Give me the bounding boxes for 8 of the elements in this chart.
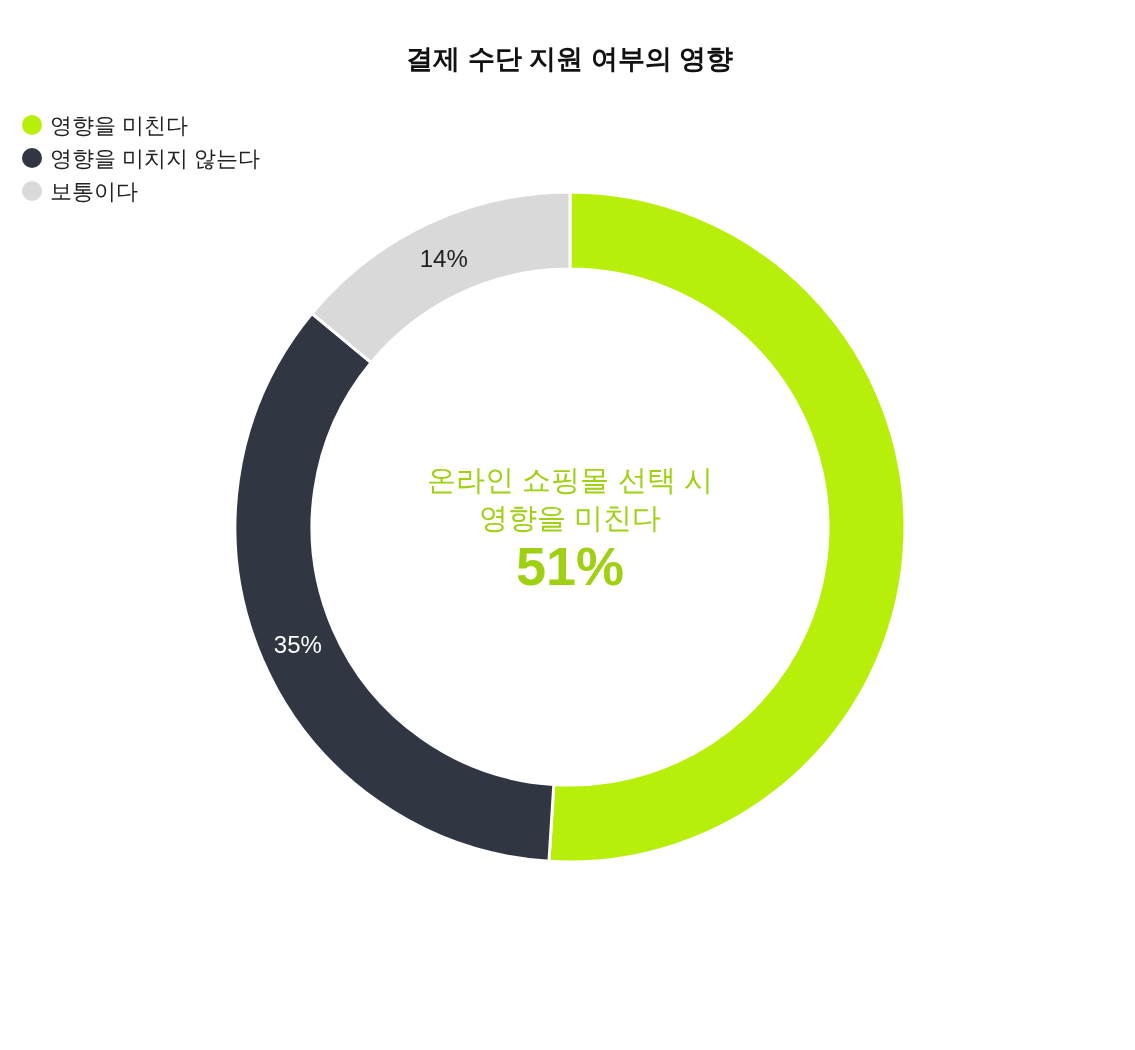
data-label: 35% — [273, 630, 322, 658]
data-label: 14% — [419, 244, 468, 272]
legend-label: 영향을 미치지 않는다 — [50, 146, 261, 171]
chart-title: 결제 수단 지원 여부의 영향 — [406, 44, 734, 74]
legend-label: 보통이다 — [50, 179, 138, 204]
legend-label: 영향을 미친다 — [50, 113, 189, 138]
text: 51% — [515, 536, 625, 596]
text: 온라인 쇼핑몰 선택 시 영향을 미친다 — [427, 464, 713, 534]
